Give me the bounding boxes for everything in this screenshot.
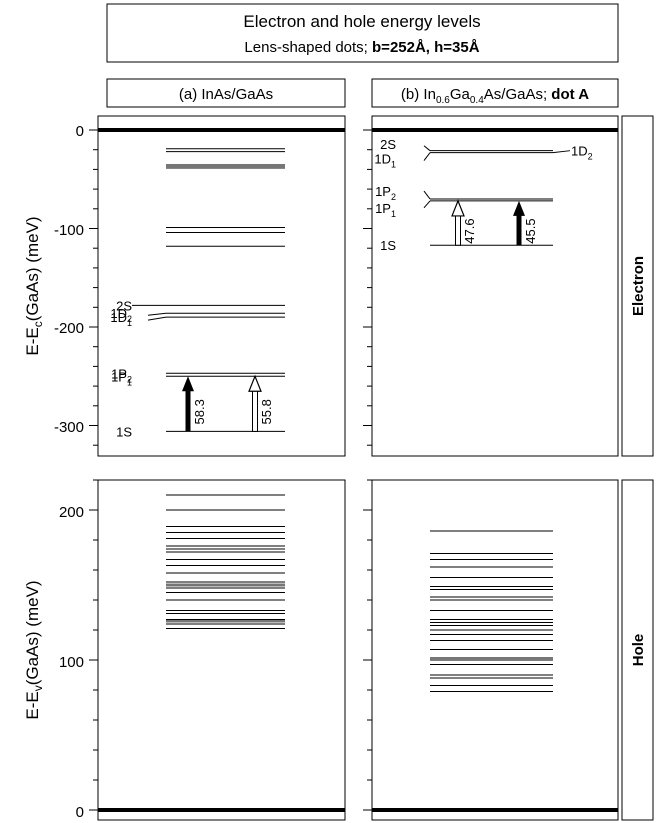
transition-arrowhead [513, 200, 525, 216]
plot-frame-hole-a [97, 479, 346, 821]
level-label: 1S [380, 238, 396, 253]
hole-side-label: Hole [630, 634, 647, 667]
level-label: 2S [116, 298, 132, 313]
plot-frame-electron-b [371, 115, 619, 457]
panel-b-header [371, 78, 619, 108]
title-box [106, 3, 619, 63]
axis-ticks [89, 129, 372, 811]
level-label: 1P1 [375, 201, 396, 219]
level-label: 1S [116, 424, 132, 439]
transition-arrowhead [182, 376, 194, 392]
label-connector [147, 312, 167, 316]
electron-tick-label: 0 [76, 123, 84, 140]
hole-side-box [621, 479, 654, 821]
transition-energy-label: 47.6 [462, 218, 477, 243]
transition-arrowhead [451, 199, 465, 217]
transition-energy-label: 45.5 [523, 218, 538, 243]
subtitle-dimensions: b=252Å, h=35Å [372, 39, 480, 56]
label-connector [147, 316, 167, 321]
label-connector [423, 145, 431, 152]
level-label: 1P2 [375, 184, 396, 202]
transition-arrowhead [248, 374, 262, 392]
hole-tick-label: 200 [59, 504, 84, 521]
figure-title: Electron and hole energy levels [243, 12, 480, 31]
level-label: 1P1 [111, 369, 132, 387]
level-label: 1P2 [111, 366, 132, 384]
hole-tick-label: 100 [59, 654, 84, 671]
electron-y-axis-label: E-Ec(GaAs) (meV) [23, 216, 45, 355]
level-label: 2S [380, 137, 396, 152]
level-label: 1D2 [110, 306, 132, 324]
plot-frame-electron-a [97, 115, 346, 457]
transition-energy-label: 55.8 [259, 399, 274, 424]
transition-arrow [252, 389, 258, 432]
hole-tick-label: 0 [76, 804, 84, 821]
figure-subtitle: Lens-shaped dots; b=252Å, h=35Å [244, 39, 479, 56]
transition-arrow [455, 214, 461, 246]
transition-energy-label: 58.3 [192, 399, 207, 424]
electron-tick-label: -100 [54, 222, 84, 239]
label-connector [423, 190, 431, 200]
subtitle-text: Lens-shaped dots; [244, 39, 372, 56]
electron-side-box [621, 115, 654, 457]
label-connector [552, 150, 571, 154]
level-label: 1D2 [571, 144, 593, 162]
electron-tick-label: -200 [54, 320, 84, 337]
electron-tick-label: -300 [54, 419, 84, 436]
panel-a-label: (a) InAs/GaAs [179, 86, 273, 103]
hole-y-axis-label: E-Ev(GaAs) (meV) [23, 580, 45, 719]
energy-levels [98, 128, 618, 812]
panel-a-header [106, 78, 346, 108]
label-connector [423, 200, 431, 209]
panel-b-label: (b) In0.6Ga0.4As/GaAs; dot A [401, 86, 589, 106]
electron-side-label: Electron [630, 256, 647, 316]
level-label: 1D1 [110, 310, 132, 328]
label-connector [423, 152, 431, 161]
level-label: 1D1 [374, 152, 396, 170]
